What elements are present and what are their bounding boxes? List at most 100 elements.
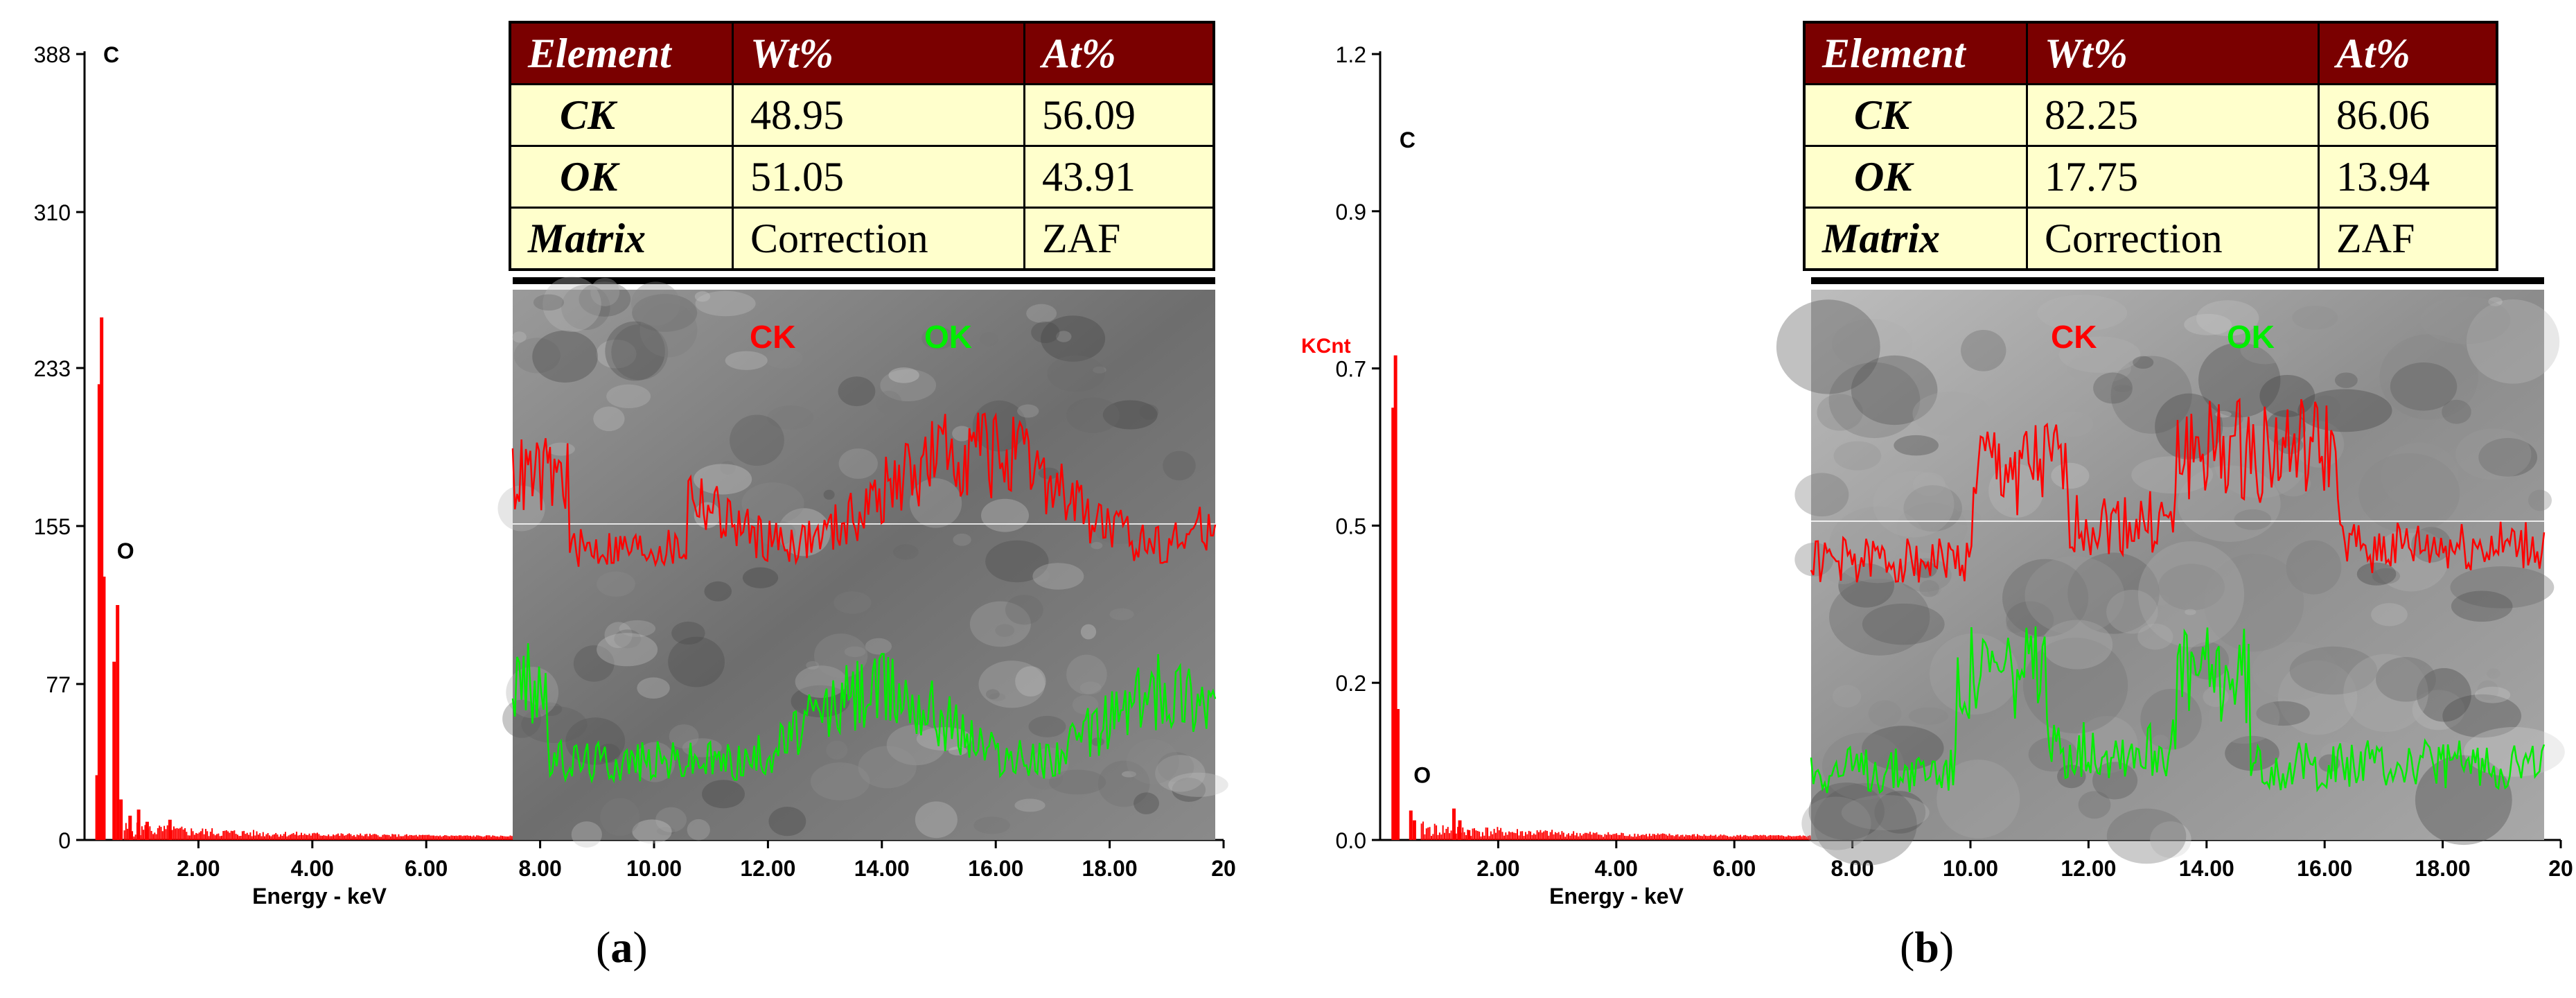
texture-blob (1919, 579, 1939, 597)
y-tick-label: 0.2 (1336, 671, 1366, 696)
composition-table-a: Element Wt% At% CK 48.95 56.09 OK 51.05 … (509, 21, 1215, 271)
texture-blob (695, 290, 756, 317)
y-tick-label: 233 (34, 356, 71, 381)
texture-blob (497, 485, 545, 532)
panel-b: 0.0 0.2 0.5 0.7 0.9 1.2 2.00 4.00 6.00 8.00 10.00 1… (1289, 0, 2576, 998)
texture-blob (1095, 522, 1146, 544)
texture-blob (639, 302, 698, 358)
texture-blob (978, 660, 1046, 708)
texture-blob (1014, 798, 1046, 812)
texture-blob (2002, 559, 2089, 638)
caption-b: (b) (1900, 922, 1955, 972)
texture-blob (655, 807, 687, 832)
row-element: OK (509, 145, 734, 209)
texture-blob (1898, 558, 1952, 592)
texture-blob (806, 660, 820, 670)
texture-blob (813, 633, 868, 678)
texture-blob (2420, 296, 2511, 344)
texture-blob (953, 533, 971, 546)
texture-blob (995, 624, 1015, 637)
texture-blob (2110, 356, 2192, 434)
texture-blob (632, 819, 672, 844)
panel-a: 0 77 155 233 310 388 2.00 4.00 6.00 8.00 10.00 12.0… (34, 21, 1236, 972)
texture-blob (952, 426, 972, 441)
texture-blob (2234, 509, 2272, 530)
texture-blob (635, 742, 676, 782)
table-row: Matrix Correction ZAF (1803, 207, 2498, 271)
row-wt: 17.75 (2026, 145, 2320, 209)
texture-blob (2372, 568, 2401, 584)
texture-blob (981, 498, 1030, 532)
texture-blob (573, 645, 615, 682)
texture-blob (2278, 660, 2358, 735)
texture-blob (2356, 562, 2397, 586)
texture-blob (2442, 694, 2522, 738)
texture-blob (2093, 372, 2133, 404)
texture-blob (2225, 735, 2279, 771)
row-element: CK (1803, 83, 2028, 147)
table-row: OK 17.75 13.94 (1803, 145, 2498, 209)
header-element: Element (509, 21, 734, 85)
texture-blob (2078, 791, 2111, 819)
texture-blob (2024, 556, 2125, 635)
texture-blob (2037, 295, 2128, 331)
texture-blob (1831, 319, 1913, 369)
y-tick-label: 0.9 (1336, 200, 1366, 225)
texture-blob (1894, 435, 1939, 456)
texture-blob (600, 798, 640, 837)
texture-blob (1851, 355, 1938, 426)
texture-blob (1912, 472, 1946, 496)
row-element: CK (509, 83, 734, 147)
texture-blob (1109, 608, 1134, 620)
x-tick-label: 20 (1211, 856, 1236, 881)
texture-blob (2411, 527, 2451, 563)
row-at: 43.91 (1023, 145, 1215, 209)
texture-blob (2203, 553, 2304, 652)
texture-blob (2455, 428, 2532, 480)
x-tick-label: 18.00 (2415, 856, 2471, 881)
header-at: At% (1023, 21, 1215, 85)
table-header-row: Element Wt% At% (509, 21, 1215, 85)
texture-blob (1017, 404, 1039, 418)
texture-blob (596, 339, 637, 369)
eds-spectrum-chart-a: 0 77 155 233 310 388 2.00 4.00 6.00 8.00 10.00 12.0… (34, 42, 1236, 909)
texture-blob (2131, 456, 2213, 494)
texture-blob (2289, 646, 2378, 695)
row-element: Matrix (1803, 207, 2028, 271)
texture-blob (2379, 334, 2478, 420)
texture-blob (2320, 742, 2358, 764)
y-axis-label: KCnt (1301, 335, 1351, 358)
texture-blob (921, 326, 955, 350)
x-tick-label: 4.00 (291, 856, 334, 881)
y-tick-label: 77 (46, 672, 71, 697)
sem-micrograph (1811, 290, 2544, 840)
texture-blob (1912, 391, 1991, 436)
table-row: CK 48.95 56.09 (509, 83, 1215, 147)
texture-blob (2275, 471, 2311, 497)
texture-blob (2371, 603, 2408, 627)
texture-blob (2153, 595, 2170, 606)
texture-blob (2381, 442, 2459, 509)
x-tick-label: 18.00 (1082, 856, 1138, 881)
texture-blob (1066, 654, 1107, 694)
texture-blob (2358, 453, 2460, 534)
texture-blob (2528, 489, 2552, 511)
ok-map-label: OK (2227, 319, 2275, 355)
x-tick-label: 10.00 (626, 856, 682, 881)
texture-blob (702, 780, 745, 809)
texture-blob (2185, 609, 2196, 615)
row-wt: 48.95 (732, 83, 1025, 147)
texture-blob (838, 448, 878, 479)
x-tick-label: 14.00 (2179, 856, 2234, 881)
x-tick-label: 12.00 (2061, 856, 2116, 881)
texture-blob (2376, 657, 2436, 702)
texture-blob (1133, 792, 1159, 814)
ok-line-scan (1810, 626, 2546, 794)
texture-blob (1841, 795, 1930, 830)
x-tick-label: 6.00 (405, 856, 448, 881)
texture-blob (1080, 624, 1097, 640)
texture-blob (513, 338, 561, 374)
texture-blob (571, 821, 602, 848)
texture-blob (1961, 329, 2006, 371)
texture-blob (1048, 769, 1106, 795)
